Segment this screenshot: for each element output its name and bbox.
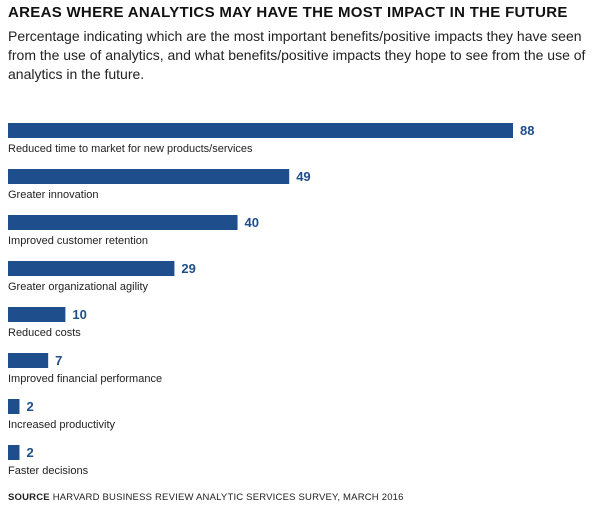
source-label: SOURCE <box>8 492 50 503</box>
data-label-4: 10 <box>72 307 86 322</box>
data-label-3: 29 <box>181 261 195 276</box>
source-text: HARVARD BUSINESS REVIEW ANALYTIC SERVICE… <box>52 492 404 503</box>
data-label-1: 49 <box>296 169 310 184</box>
bar-4 <box>8 307 66 322</box>
data-label-0: 88 <box>520 123 534 138</box>
bar-chart: 88 Reduced time to market for new product… <box>8 123 534 477</box>
bar-0 <box>8 123 513 138</box>
bar-1 <box>8 169 290 184</box>
data-label-7: 2 <box>26 445 33 460</box>
data-label-5: 7 <box>55 353 62 368</box>
source-note: SOURCE HARVARD BUSINESS REVIEW ANALYTIC … <box>8 492 404 503</box>
bar-6 <box>8 399 20 414</box>
bar-5 <box>8 353 49 368</box>
bar-2 <box>8 215 238 230</box>
category-label-0: Reduced time to market for new products/… <box>8 143 253 155</box>
category-label-3: Greater organizational agility <box>8 281 149 293</box>
category-label-2: Improved customer retention <box>8 235 148 247</box>
category-label-5: Improved financial performance <box>8 373 162 385</box>
category-label-7: Faster decisions <box>8 465 89 477</box>
category-label-4: Reduced costs <box>8 327 81 339</box>
category-label-1: Greater innovation <box>8 189 99 201</box>
chart-subtitle: Percentage indicating which are the most… <box>8 28 586 82</box>
category-label-6: Increased productivity <box>8 419 115 431</box>
bar-3 <box>8 261 175 276</box>
chart-title: AREAS WHERE ANALYTICS MAY HAVE THE MOST … <box>8 4 568 21</box>
data-label-2: 40 <box>245 215 259 230</box>
bar-7 <box>8 445 20 460</box>
data-label-6: 2 <box>26 399 33 414</box>
